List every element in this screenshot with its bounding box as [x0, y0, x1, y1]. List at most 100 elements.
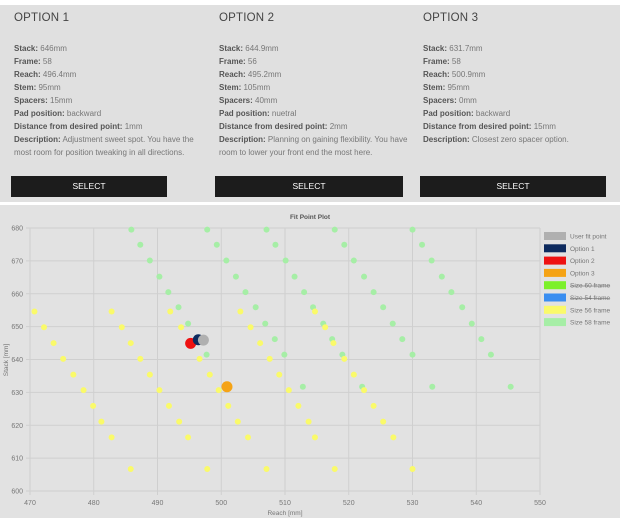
- size-56-frame-point: [90, 402, 97, 409]
- legend-swatch: [544, 318, 566, 327]
- legend-item[interactable]: Size 60 frame: [570, 283, 610, 290]
- size-56-frame-point: [330, 340, 337, 347]
- field-label: Frame:: [423, 57, 450, 66]
- size-58-frame-point: [380, 304, 387, 311]
- select-option-3-button[interactable]: SELECT: [420, 176, 606, 197]
- legend-swatch: [544, 281, 566, 290]
- field-value: Closest zero spacer option.: [471, 135, 569, 144]
- field-label: Distance from desired point:: [423, 122, 532, 131]
- y-tick-label: 670: [11, 258, 23, 265]
- size-56-frame-point: [127, 465, 134, 472]
- legend-item[interactable]: Option 1: [570, 246, 595, 253]
- options-panel: OPTION 1 Stack: 646mm Frame: 58 Reach: 496.…: [0, 5, 620, 202]
- option-details: Stack: 644.9mm Frame: 56 Reach: 495.2mm Ste…: [219, 42, 411, 159]
- option-title: OPTION 1: [14, 12, 70, 24]
- field-value: 644.9mm: [245, 44, 279, 53]
- option-title: OPTION 3: [423, 12, 479, 24]
- y-tick-label: 660: [11, 291, 23, 298]
- y-axis-label: Stack [mm]: [3, 344, 10, 377]
- size-58-frame-point: [223, 257, 230, 264]
- size-56-frame-point: [311, 308, 318, 315]
- field-label: Frame:: [219, 57, 246, 66]
- option-field: Reach: 500.9mm: [423, 68, 615, 81]
- chart-title: Fit Point Plot: [290, 214, 331, 221]
- user-fit-point-point: [197, 334, 209, 346]
- size-58-frame-point: [438, 273, 445, 280]
- x-tick-label: 550: [534, 500, 546, 507]
- field-value: 58: [451, 57, 461, 66]
- size-58-frame-point: [137, 241, 144, 248]
- size-56-frame-point: [257, 340, 264, 347]
- x-tick-label: 510: [279, 500, 291, 507]
- field-label: Stem:: [14, 83, 37, 92]
- option-field: Stem: 95mm: [423, 81, 615, 94]
- size-56-frame-point: [50, 340, 57, 347]
- size-56-frame-point: [41, 324, 48, 331]
- option-field: Description: Planning on gaining flexibi…: [219, 133, 411, 159]
- legend-item[interactable]: Size 56 frame: [570, 307, 610, 314]
- option-field: Distance from desired point: 2mm: [219, 120, 411, 133]
- size-58-frame-point: [156, 273, 163, 280]
- size-56-frame-point: [370, 402, 377, 409]
- field-value: 631.7mm: [449, 44, 483, 53]
- field-value: 1mm: [124, 122, 143, 131]
- option-field: Frame: 58: [14, 55, 206, 68]
- size-58-frame-point: [370, 289, 377, 296]
- option-field: Frame: 58: [423, 55, 615, 68]
- option-details: Stack: 631.7mm Frame: 58 Reach: 500.9mm Ste…: [423, 42, 615, 146]
- size-56-frame-point: [305, 418, 312, 425]
- y-tick-label: 600: [11, 489, 23, 496]
- size-58-frame-point: [409, 351, 416, 358]
- field-label: Reach:: [423, 70, 450, 79]
- legend-item[interactable]: Size 58 frame: [570, 320, 610, 327]
- size-58-frame-point: [175, 304, 182, 311]
- field-value: 95mm: [38, 83, 61, 92]
- y-tick-label: 620: [11, 423, 23, 430]
- legend-item[interactable]: Option 3: [570, 270, 595, 277]
- field-value: 495.2mm: [247, 70, 282, 79]
- y-tick-label: 610: [11, 456, 23, 463]
- option-field: Stem: 105mm: [219, 81, 411, 94]
- size-58-frame-point: [242, 289, 249, 296]
- legend-swatch: [544, 305, 566, 314]
- size-58-frame-point: [272, 241, 279, 248]
- field-value: Adjustment sweet spot. You have the most…: [14, 135, 194, 157]
- legend-item[interactable]: User fit point: [570, 234, 607, 241]
- y-tick-label: 640: [11, 357, 23, 364]
- size-56-frame-point: [118, 324, 125, 331]
- option-field: Frame: 56: [219, 55, 411, 68]
- field-label: Stem:: [219, 83, 242, 92]
- size-58-frame-point: [299, 383, 306, 390]
- y-tick-label: 680: [11, 226, 23, 233]
- size-56-frame-point: [409, 465, 416, 472]
- y-tick-label: 650: [11, 324, 23, 331]
- size-56-frame-point: [204, 465, 211, 472]
- field-label: Description:: [219, 135, 266, 144]
- size-58-frame-point: [128, 226, 135, 233]
- option-field: Reach: 495.2mm: [219, 68, 411, 81]
- option-field: Stack: 644.9mm: [219, 42, 411, 55]
- option-field: Distance from desired point: 15mm: [423, 120, 615, 133]
- legend-swatch: [544, 256, 566, 265]
- size-56-frame-point: [206, 371, 213, 378]
- size-56-frame-point: [196, 355, 203, 362]
- field-label: Stack:: [423, 44, 448, 53]
- x-tick-label: 500: [215, 500, 227, 507]
- size-56-frame-point: [295, 402, 302, 409]
- fit-point-plot: 470 480 490 500 510 520 530 540 550 600 610 620 630 6…: [3, 214, 610, 517]
- field-label: Description:: [423, 135, 470, 144]
- size-56-frame-point: [380, 418, 387, 425]
- select-option-1-button[interactable]: SELECT: [11, 176, 167, 197]
- size-58-frame-point: [185, 320, 192, 327]
- legend-item[interactable]: Size 54 frame: [570, 295, 610, 302]
- field-label: Spacers:: [423, 96, 457, 105]
- size-56-frame-point: [390, 434, 397, 441]
- select-option-2-button[interactable]: SELECT: [215, 176, 403, 197]
- size-58-frame-point: [478, 336, 485, 343]
- legend-item[interactable]: Option 2: [570, 258, 595, 265]
- field-value: 2mm: [329, 122, 348, 131]
- option-field: Stack: 646mm: [14, 42, 206, 55]
- option-field: Spacers: 15mm: [14, 94, 206, 107]
- size-58-frame-point: [409, 226, 416, 233]
- size-56-frame-point: [276, 371, 283, 378]
